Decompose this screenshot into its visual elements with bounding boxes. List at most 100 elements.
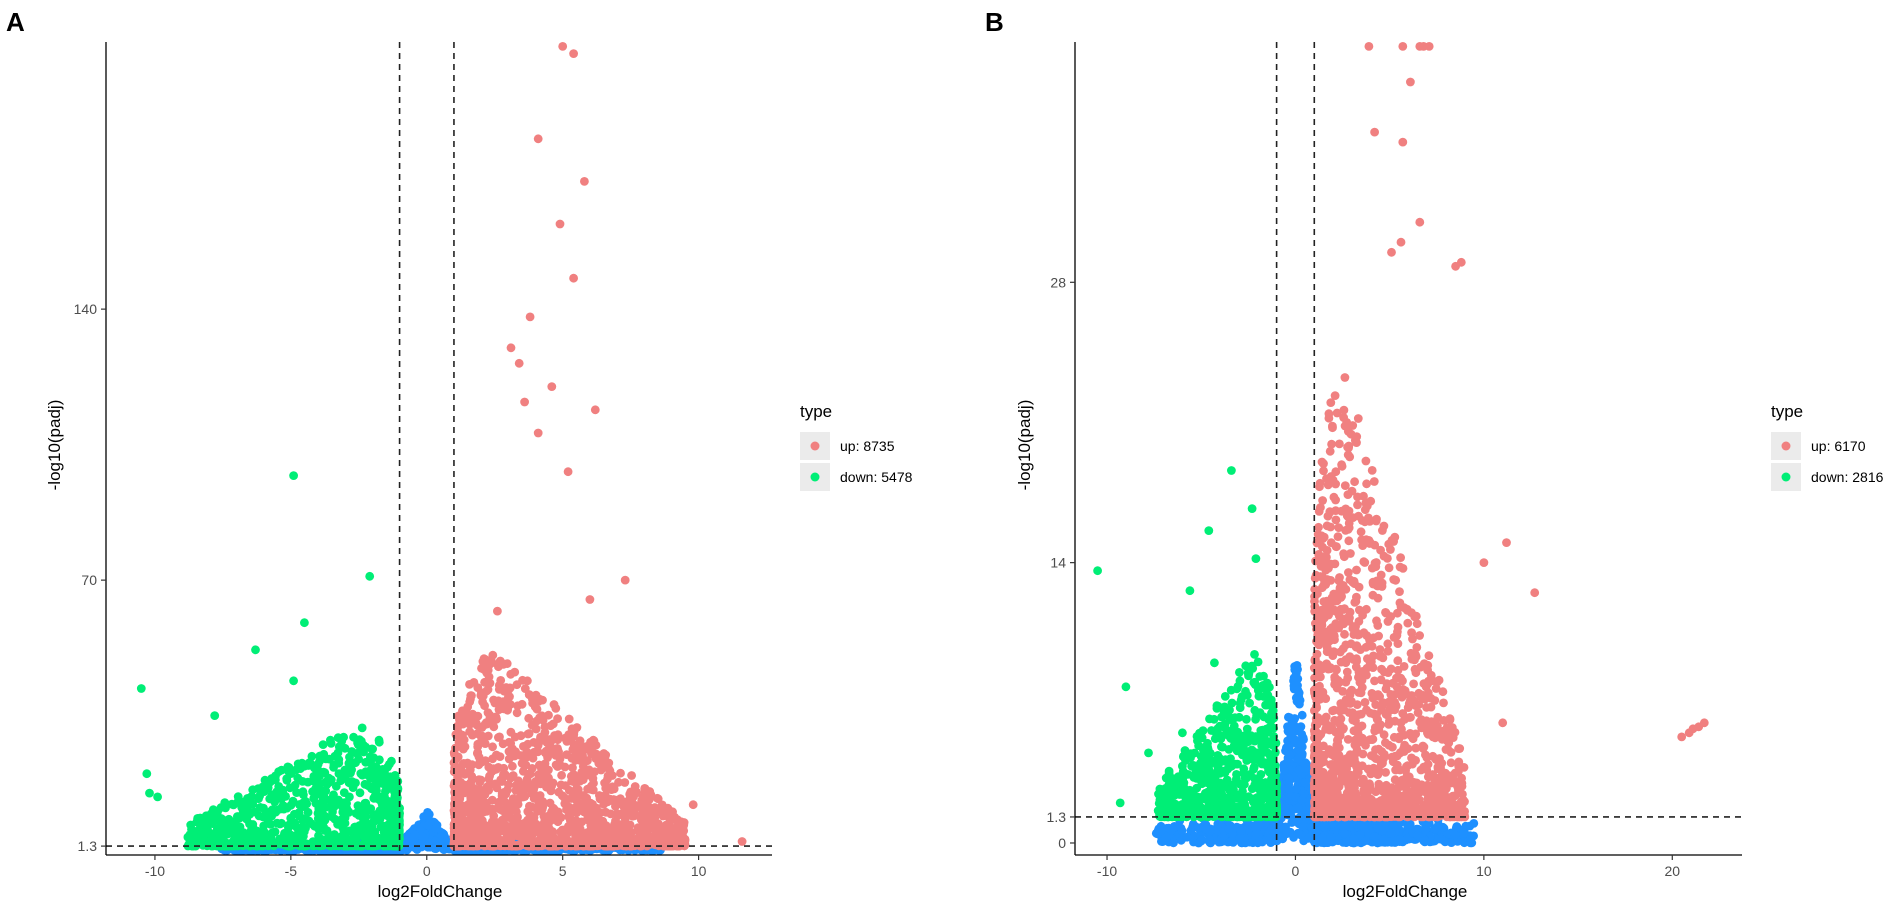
point-up	[630, 782, 640, 791]
point-down-highlight	[365, 571, 375, 581]
point-up	[498, 739, 508, 749]
y-tick-label: 1.3	[78, 838, 98, 854]
point-up	[610, 820, 620, 829]
point-up	[524, 713, 534, 723]
point-down	[357, 723, 367, 733]
point-up	[637, 810, 646, 820]
point-down	[383, 772, 393, 781]
point-nosig	[431, 836, 440, 846]
point-up	[573, 802, 582, 812]
point-up-highlight	[590, 405, 600, 415]
point-down	[321, 795, 331, 804]
point-down	[368, 818, 378, 827]
point-up	[612, 809, 622, 818]
point-down	[329, 802, 339, 812]
point-up	[555, 759, 564, 768]
point-down	[268, 805, 278, 815]
legend-label-down-a: down: 5478	[840, 469, 913, 485]
point-up	[451, 743, 460, 753]
point-down	[391, 799, 401, 808]
point-down	[309, 841, 319, 851]
point-down	[351, 778, 360, 788]
point-down	[270, 827, 280, 837]
point-up	[653, 794, 663, 804]
point-up-highlight	[580, 177, 589, 186]
point-up	[546, 786, 556, 796]
point-up	[599, 799, 609, 809]
point-up	[492, 764, 501, 774]
point-down	[362, 802, 371, 811]
point-up-highlight	[585, 595, 595, 604]
point-up	[647, 812, 657, 822]
point-down	[394, 815, 404, 824]
point-down	[287, 840, 296, 850]
point-down	[283, 762, 293, 772]
point-up	[468, 730, 477, 740]
point-up	[477, 820, 487, 829]
legend-a: type up: 8735 down: 5478	[800, 402, 913, 491]
point-up	[546, 814, 555, 824]
point-up	[504, 780, 513, 790]
point-up	[553, 735, 563, 745]
point-down	[361, 767, 371, 777]
x-axis-title-a: log2FoldChange	[378, 882, 503, 901]
point-up-highlight	[533, 134, 543, 144]
point-up	[478, 691, 488, 701]
reference-lines-a	[106, 42, 772, 855]
point-down	[351, 826, 361, 836]
point-up	[502, 829, 512, 839]
point-up	[556, 837, 565, 846]
point-up	[577, 840, 587, 850]
point-down	[317, 786, 326, 796]
point-up	[482, 782, 492, 792]
point-up	[508, 761, 517, 771]
point-up	[589, 736, 599, 746]
point-up	[603, 774, 612, 784]
point-nosig	[1298, 733, 1308, 743]
point-down	[216, 803, 226, 812]
point-up	[601, 783, 611, 793]
point-nosig	[431, 824, 441, 833]
point-up	[465, 720, 475, 729]
point-up	[479, 736, 489, 746]
point-up	[510, 667, 520, 677]
point-up	[472, 720, 482, 730]
point-down	[197, 829, 207, 839]
point-down	[318, 740, 328, 749]
point-up	[529, 813, 539, 822]
point-nosig	[1166, 825, 1176, 835]
point-down	[347, 765, 356, 775]
point-up	[562, 750, 572, 759]
point-up	[548, 778, 558, 788]
point-up	[617, 827, 626, 836]
point-down	[206, 809, 216, 819]
point-up	[516, 731, 526, 741]
point-down-highlight	[289, 676, 298, 686]
point-down	[368, 828, 378, 838]
point-up	[488, 804, 497, 814]
point-down	[255, 803, 265, 812]
point-up	[548, 719, 558, 729]
point-up	[614, 777, 623, 787]
point-up	[496, 676, 506, 685]
point-nosig	[1293, 665, 1302, 674]
point-up	[519, 742, 528, 751]
y-tick-label: 140	[74, 301, 98, 317]
y-tick-label: 70	[81, 572, 97, 588]
point-up-highlight	[514, 358, 524, 368]
point-up	[526, 769, 535, 779]
point-down	[313, 759, 323, 769]
point-up	[597, 831, 606, 841]
point-nosig	[1285, 750, 1295, 760]
point-down	[262, 783, 272, 793]
point-down	[327, 812, 337, 822]
point-up	[554, 787, 564, 797]
point-down	[201, 821, 211, 831]
point-up	[481, 756, 490, 765]
point-up	[488, 819, 497, 829]
point-up	[454, 779, 464, 788]
point-down	[285, 783, 295, 793]
point-nosig	[1169, 838, 1178, 848]
point-down	[321, 754, 331, 764]
point-up	[538, 695, 547, 705]
